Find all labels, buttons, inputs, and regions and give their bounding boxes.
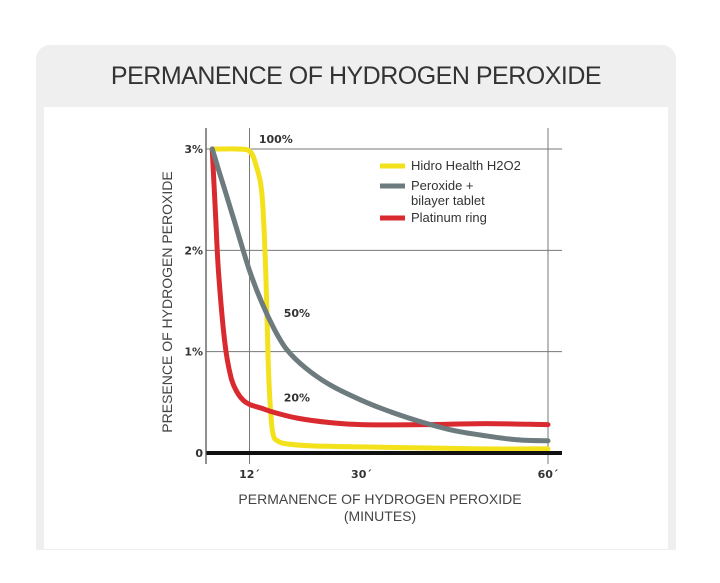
x-tick-label: 60´	[538, 468, 559, 481]
series-line	[209, 146, 551, 444]
y-tick-label: 3%	[184, 143, 203, 156]
chart-card: PERMANENCE OF HYDROGEN PEROXIDE	[36, 45, 676, 550]
annotation-label: 20%	[284, 391, 310, 404]
legend: Hidro Health H2O2 Peroxide + bilayer table…	[380, 158, 521, 225]
legend-label: Hidro Health H2O2	[411, 158, 521, 173]
x-tick-label: 12´	[239, 468, 260, 481]
axes	[205, 128, 562, 464]
legend-label: Peroxide + bilayer tablet	[411, 178, 485, 208]
y-axis-title: PRESENCE OF HYDROGEN PEROXIDE	[159, 171, 175, 432]
series-lines	[209, 146, 551, 452]
annotation-label: 100%	[259, 133, 293, 146]
tick-labels: 0 1% 2% 3% 12´ 30´ 60´	[184, 143, 558, 481]
y-tick-label: 1%	[184, 346, 203, 359]
x-axis-title: PERMANENCE OF HYDROGEN PEROXIDE	[238, 491, 521, 507]
legend-label: Platinum ring	[411, 210, 487, 225]
annotation-label: 50%	[284, 307, 310, 320]
x-tick-label: 30´	[351, 468, 372, 481]
chart-body	[44, 107, 668, 549]
x-axis-title-unit: (MINUTES)	[344, 508, 416, 524]
y-tick-label: 0	[195, 447, 203, 460]
series-line	[209, 146, 551, 428]
chart-title: PERMANENCE OF HYDROGEN PEROXIDE	[110, 61, 602, 90]
annotations: 100% 50% 20%	[259, 133, 310, 404]
y-tick-label: 2%	[184, 244, 203, 257]
